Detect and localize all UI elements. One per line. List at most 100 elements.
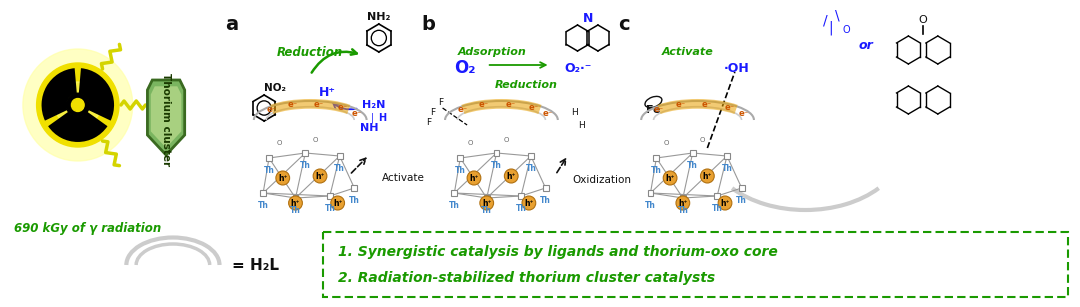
- Text: Th: Th: [349, 196, 360, 204]
- FancyBboxPatch shape: [323, 232, 1068, 297]
- Text: O: O: [276, 140, 282, 146]
- Text: 2. Radiation-stabilized thorium cluster catalysts: 2. Radiation-stabilized thorium cluster …: [338, 271, 715, 285]
- Circle shape: [718, 196, 732, 210]
- Text: Th: Th: [291, 205, 301, 215]
- Circle shape: [676, 196, 690, 210]
- Text: or: or: [859, 38, 874, 52]
- Text: Th: Th: [645, 200, 656, 209]
- Text: H: H: [579, 121, 585, 130]
- FancyBboxPatch shape: [260, 190, 266, 196]
- Text: O: O: [503, 137, 509, 143]
- Text: e⁻: e⁻: [675, 100, 686, 109]
- Text: Th: Th: [258, 200, 269, 209]
- Text: Activate: Activate: [382, 173, 424, 183]
- Circle shape: [71, 99, 84, 111]
- Text: Th: Th: [324, 204, 335, 212]
- Circle shape: [288, 196, 302, 210]
- Text: h⁺: h⁺: [482, 199, 491, 208]
- FancyBboxPatch shape: [484, 195, 489, 201]
- Text: 1. Synergistic catalysis by ligands and thorium-oxo core: 1. Synergistic catalysis by ligands and …: [338, 245, 778, 259]
- Text: H₂N: H₂N: [362, 100, 386, 110]
- Text: Adsorption: Adsorption: [457, 47, 526, 57]
- Circle shape: [23, 49, 133, 161]
- Circle shape: [480, 196, 494, 210]
- Text: O₂: O₂: [455, 59, 476, 77]
- Text: ·OH: ·OH: [724, 61, 750, 75]
- Text: F: F: [430, 108, 435, 117]
- Text: Th: Th: [651, 165, 662, 174]
- FancyBboxPatch shape: [451, 190, 457, 196]
- Text: Th: Th: [300, 161, 311, 169]
- Circle shape: [66, 93, 90, 117]
- Circle shape: [313, 169, 327, 183]
- Text: e⁻: e⁻: [314, 99, 324, 109]
- Text: 690 kGy of γ radiation: 690 kGy of γ radiation: [14, 221, 161, 235]
- Text: NH₂: NH₂: [367, 12, 391, 22]
- Text: h⁺: h⁺: [665, 173, 675, 182]
- FancyBboxPatch shape: [518, 193, 524, 199]
- Text: e⁻: e⁻: [505, 99, 515, 109]
- FancyBboxPatch shape: [494, 150, 499, 156]
- FancyBboxPatch shape: [266, 155, 272, 161]
- Text: e⁻: e⁻: [653, 105, 664, 114]
- Text: Thorium cluster: Thorium cluster: [161, 73, 171, 167]
- FancyBboxPatch shape: [690, 150, 696, 156]
- Text: Fe: Fe: [646, 105, 661, 115]
- Text: O: O: [919, 15, 928, 25]
- Circle shape: [663, 171, 677, 185]
- Text: e⁻: e⁻: [351, 109, 362, 118]
- Text: Th: Th: [491, 161, 502, 169]
- Text: a: a: [226, 15, 239, 34]
- FancyBboxPatch shape: [528, 153, 534, 159]
- FancyBboxPatch shape: [327, 193, 333, 199]
- Text: NO₂: NO₂: [265, 83, 286, 93]
- Text: h⁺: h⁺: [720, 199, 730, 208]
- Text: Activate: Activate: [662, 47, 714, 57]
- Text: Th: Th: [264, 165, 274, 174]
- Text: e⁻: e⁻: [458, 105, 468, 114]
- Text: h⁺: h⁺: [291, 199, 300, 208]
- Text: Th: Th: [525, 164, 537, 173]
- Text: NH: NH: [360, 123, 378, 133]
- Circle shape: [468, 171, 481, 185]
- Text: /: /: [823, 13, 827, 27]
- FancyBboxPatch shape: [714, 193, 720, 199]
- Text: O: O: [468, 140, 473, 146]
- Text: Th: Th: [455, 165, 465, 174]
- Wedge shape: [41, 68, 77, 121]
- Text: b: b: [421, 15, 435, 34]
- Circle shape: [701, 169, 714, 183]
- Circle shape: [275, 171, 289, 185]
- Text: H: H: [378, 113, 386, 123]
- Text: Th: Th: [482, 205, 492, 215]
- Text: Th: Th: [334, 164, 346, 173]
- FancyBboxPatch shape: [724, 153, 730, 159]
- Text: Th: Th: [737, 196, 747, 204]
- Text: O: O: [312, 137, 318, 143]
- FancyBboxPatch shape: [351, 185, 357, 191]
- Text: Th: Th: [515, 204, 526, 212]
- Text: e⁻: e⁻: [725, 103, 735, 112]
- Circle shape: [37, 63, 119, 147]
- Circle shape: [55, 82, 100, 128]
- Text: e⁻: e⁻: [529, 103, 539, 112]
- Text: h⁺: h⁺: [469, 173, 478, 182]
- Wedge shape: [49, 112, 108, 142]
- Text: Oxidization: Oxidization: [572, 175, 631, 185]
- Text: h⁺: h⁺: [315, 172, 325, 181]
- Text: h⁺: h⁺: [524, 199, 534, 208]
- Polygon shape: [151, 86, 181, 148]
- Text: e⁻: e⁻: [480, 100, 489, 109]
- FancyBboxPatch shape: [302, 150, 308, 156]
- Text: Th: Th: [449, 200, 460, 209]
- Text: N: N: [582, 12, 593, 25]
- Text: e⁻: e⁻: [287, 100, 298, 109]
- FancyBboxPatch shape: [542, 185, 549, 191]
- Text: Reduction: Reduction: [278, 45, 343, 59]
- Text: h⁺: h⁺: [703, 172, 712, 181]
- Text: |: |: [828, 21, 834, 35]
- Polygon shape: [148, 80, 185, 155]
- Text: Th: Th: [687, 161, 698, 169]
- Text: \: \: [836, 8, 840, 22]
- Text: h⁺: h⁺: [333, 199, 342, 208]
